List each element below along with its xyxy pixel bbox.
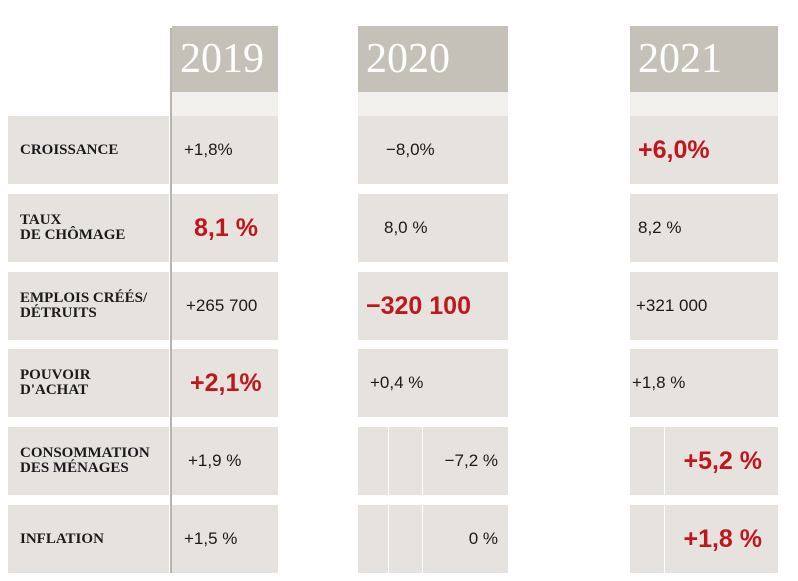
cell-bg bbox=[172, 194, 278, 262]
cell-divider bbox=[388, 505, 389, 573]
cell-bg bbox=[630, 427, 778, 495]
cell-bg bbox=[630, 194, 778, 262]
header-2020: 2020 bbox=[358, 26, 508, 92]
value-2020: 0 % bbox=[468, 529, 498, 548]
row-label-line: CROISSANCE bbox=[20, 141, 119, 158]
cell-bg bbox=[358, 427, 508, 495]
row-label-0: CROISSANCE bbox=[8, 116, 169, 184]
row-label-line: CONSOMMATION bbox=[20, 445, 150, 461]
cell-divider bbox=[388, 427, 389, 495]
row-label-1: TAUX DE CHÔMAGE bbox=[8, 194, 169, 262]
header-2021: 2021 bbox=[630, 26, 778, 92]
cell-bg bbox=[172, 116, 278, 184]
cell-bg bbox=[630, 116, 778, 184]
column-divider-2019 bbox=[170, 28, 172, 573]
row-label-line: POUVOIR bbox=[20, 367, 91, 383]
row-label-5: INFLATION bbox=[8, 505, 169, 573]
cell-bg bbox=[172, 272, 278, 340]
row-label-line: D'ACHAT bbox=[20, 382, 89, 398]
cell-bg bbox=[358, 272, 508, 340]
cell-bg bbox=[630, 505, 778, 573]
cell-bg bbox=[358, 505, 508, 573]
cell-bg bbox=[172, 427, 278, 495]
value-2020: −8,0% bbox=[386, 140, 435, 159]
value-2019: +1,8% bbox=[184, 140, 233, 159]
cell-bg bbox=[172, 349, 278, 417]
value-2021: 8,2 % bbox=[638, 218, 682, 237]
cell-bg bbox=[172, 505, 278, 573]
header-2019: 2019 bbox=[172, 26, 278, 92]
row-label-line: EMPLOIS CRÉÉS/ bbox=[20, 290, 148, 306]
value-2019: +2,1% bbox=[190, 368, 262, 397]
value-2019: +265 700 bbox=[186, 296, 258, 315]
cell-bg bbox=[630, 349, 778, 417]
value-2020: −320 100 bbox=[366, 291, 471, 320]
row-label-line: DE CHÔMAGE bbox=[20, 227, 126, 243]
cell-bg bbox=[358, 116, 508, 184]
cell-divider bbox=[664, 427, 665, 495]
cell-divider bbox=[664, 505, 665, 573]
value-2019: 8,1 % bbox=[194, 213, 258, 242]
row-label-line: INFLATION bbox=[20, 530, 104, 547]
value-2021: +1,8 % bbox=[632, 373, 686, 392]
value-2020: −7,2 % bbox=[444, 451, 498, 470]
value-2021: +1,8 % bbox=[683, 524, 762, 553]
value-2020: +0,4 % bbox=[370, 373, 424, 392]
cell-bg bbox=[358, 194, 508, 262]
row-label-line: DÉTRUITS bbox=[20, 305, 97, 321]
row-label-4: CONSOMMATION DES MÉNAGES bbox=[8, 427, 169, 495]
row-label-2: EMPLOIS CRÉÉS/DÉTRUITS bbox=[8, 272, 169, 340]
row-label-line: TAUX bbox=[20, 212, 62, 228]
value-2019: +1,9 % bbox=[188, 451, 242, 470]
value-2021: +6,0% bbox=[638, 135, 710, 164]
value-2020: 8,0 % bbox=[384, 218, 428, 237]
value-2021: +321 000 bbox=[636, 296, 708, 315]
cell-bg bbox=[630, 272, 778, 340]
value-2021: +5,2 % bbox=[683, 446, 762, 475]
row-label-3: POUVOIR D'ACHAT bbox=[8, 349, 169, 417]
row-label-line: DES MÉNAGES bbox=[20, 460, 129, 476]
value-2019: +1,5 % bbox=[184, 529, 238, 548]
cell-bg bbox=[358, 349, 508, 417]
cell-divider bbox=[422, 427, 423, 495]
cell-divider bbox=[422, 505, 423, 573]
